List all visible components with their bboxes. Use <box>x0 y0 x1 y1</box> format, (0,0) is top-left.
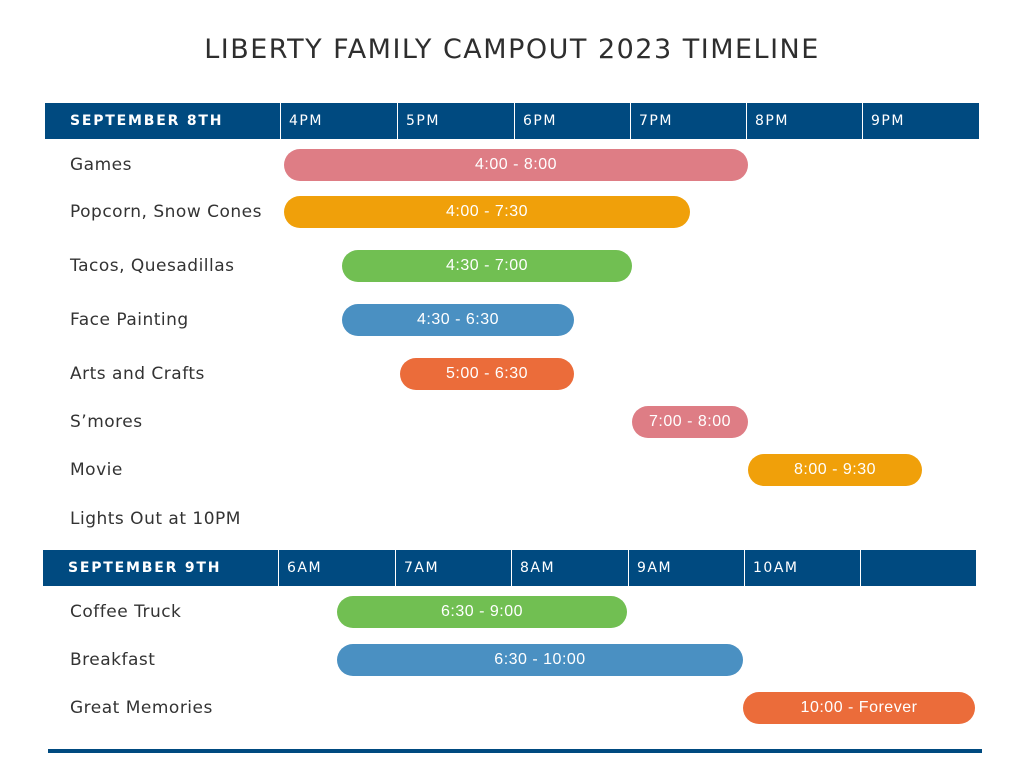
time-tick: 6AM <box>278 550 395 586</box>
day-two-header: SEPTEMBER 9TH 6AM 7AM 8AM 9AM 10AM <box>43 550 976 586</box>
activity-bar: 8:00 - 9:30 <box>748 454 922 486</box>
chart-title: LIBERTY FAMILY CAMPOUT 2023 TIMELINE <box>204 34 820 65</box>
activity-bar: 7:00 - 8:00 <box>632 406 748 438</box>
activity-label: S’mores <box>70 412 143 432</box>
activity-label: Games <box>70 155 132 175</box>
activity-label: Popcorn, Snow Cones <box>70 202 262 222</box>
activity-label: Great Memories <box>70 698 213 718</box>
day-one-header: SEPTEMBER 8TH 4PM 5PM 6PM 7PM 8PM 9PM <box>45 103 979 139</box>
activity-bar: 5:00 - 6:30 <box>400 358 574 390</box>
activity-label: Movie <box>70 460 123 480</box>
time-tick: 10AM <box>744 550 860 586</box>
activity-bar: 6:30 - 10:00 <box>337 644 743 676</box>
activity-bar: 10:00 - Forever <box>743 692 975 724</box>
day-two-date: SEPTEMBER 9TH <box>68 560 222 576</box>
time-tick: 6PM <box>514 103 630 139</box>
activity-label: Breakfast <box>70 650 156 670</box>
time-tick: 7AM <box>395 550 511 586</box>
activity-bar: 4:30 - 7:00 <box>342 250 632 282</box>
time-tick: 4PM <box>280 103 397 139</box>
activity-label: Tacos, Quesadillas <box>70 256 235 276</box>
activity-bar: 6:30 - 9:00 <box>337 596 627 628</box>
day-one-date: SEPTEMBER 8TH <box>70 113 224 129</box>
activity-bar: 4:30 - 6:30 <box>342 304 574 336</box>
time-tick: 9PM <box>862 103 979 139</box>
activity-label: Arts and Crafts <box>70 364 205 384</box>
activity-bar: 4:00 - 7:30 <box>284 196 690 228</box>
time-tick: 9AM <box>628 550 744 586</box>
time-tick: 5PM <box>397 103 514 139</box>
time-tick <box>860 550 976 586</box>
activity-label: Face Painting <box>70 310 189 330</box>
activity-label: Coffee Truck <box>70 602 182 622</box>
activity-label: Lights Out at 10PM <box>70 509 241 529</box>
footer-divider <box>48 749 982 753</box>
time-tick: 8AM <box>511 550 628 586</box>
time-tick: 8PM <box>746 103 862 139</box>
time-tick: 7PM <box>630 103 746 139</box>
activity-bar: 4:00 - 8:00 <box>284 149 748 181</box>
